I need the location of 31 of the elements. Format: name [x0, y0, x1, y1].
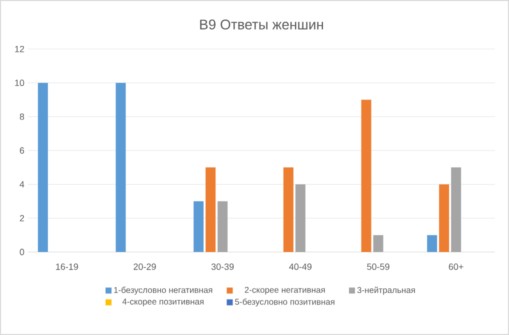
legend-label: 4-скорее позитивная: [122, 298, 204, 306]
y-tick-label: 4: [20, 181, 24, 188]
bar: [451, 167, 462, 252]
x-tick-label: 60+: [448, 264, 464, 270]
bar: [295, 184, 306, 252]
y-tick-label: 8: [20, 113, 24, 120]
legend-label: 1-безусловно негативная: [114, 286, 212, 295]
bar: [38, 82, 48, 252]
bar: [427, 235, 438, 252]
y-tick-label: 2: [20, 215, 24, 222]
y-tick-label: 10: [15, 80, 24, 86]
bar: [116, 82, 126, 252]
x-tick-label: 30-39: [211, 264, 234, 270]
x-tick-label: 50-59: [367, 264, 390, 270]
legend-label: 2-скорее негативная: [244, 286, 325, 295]
legend-label: 5-безусловно позитивная: [235, 298, 334, 306]
y-tick-label: 6: [20, 147, 24, 154]
chart-title: В9 Ответы женшин: [200, 20, 323, 30]
x-tick-label: 40-49: [289, 264, 312, 270]
legend-label: 3-нейтральная: [357, 286, 415, 295]
bar: [206, 167, 216, 252]
bar: [283, 167, 294, 252]
y-tick-label: 0: [20, 248, 24, 256]
bar: [194, 201, 204, 252]
x-tick-label: 20-29: [134, 264, 156, 270]
bar: [439, 184, 450, 252]
bar: [218, 201, 228, 252]
y-tick-label: 12: [15, 46, 24, 52]
bar: [373, 235, 384, 252]
bar: [361, 100, 372, 252]
x-tick-label: 16-19: [56, 264, 78, 270]
